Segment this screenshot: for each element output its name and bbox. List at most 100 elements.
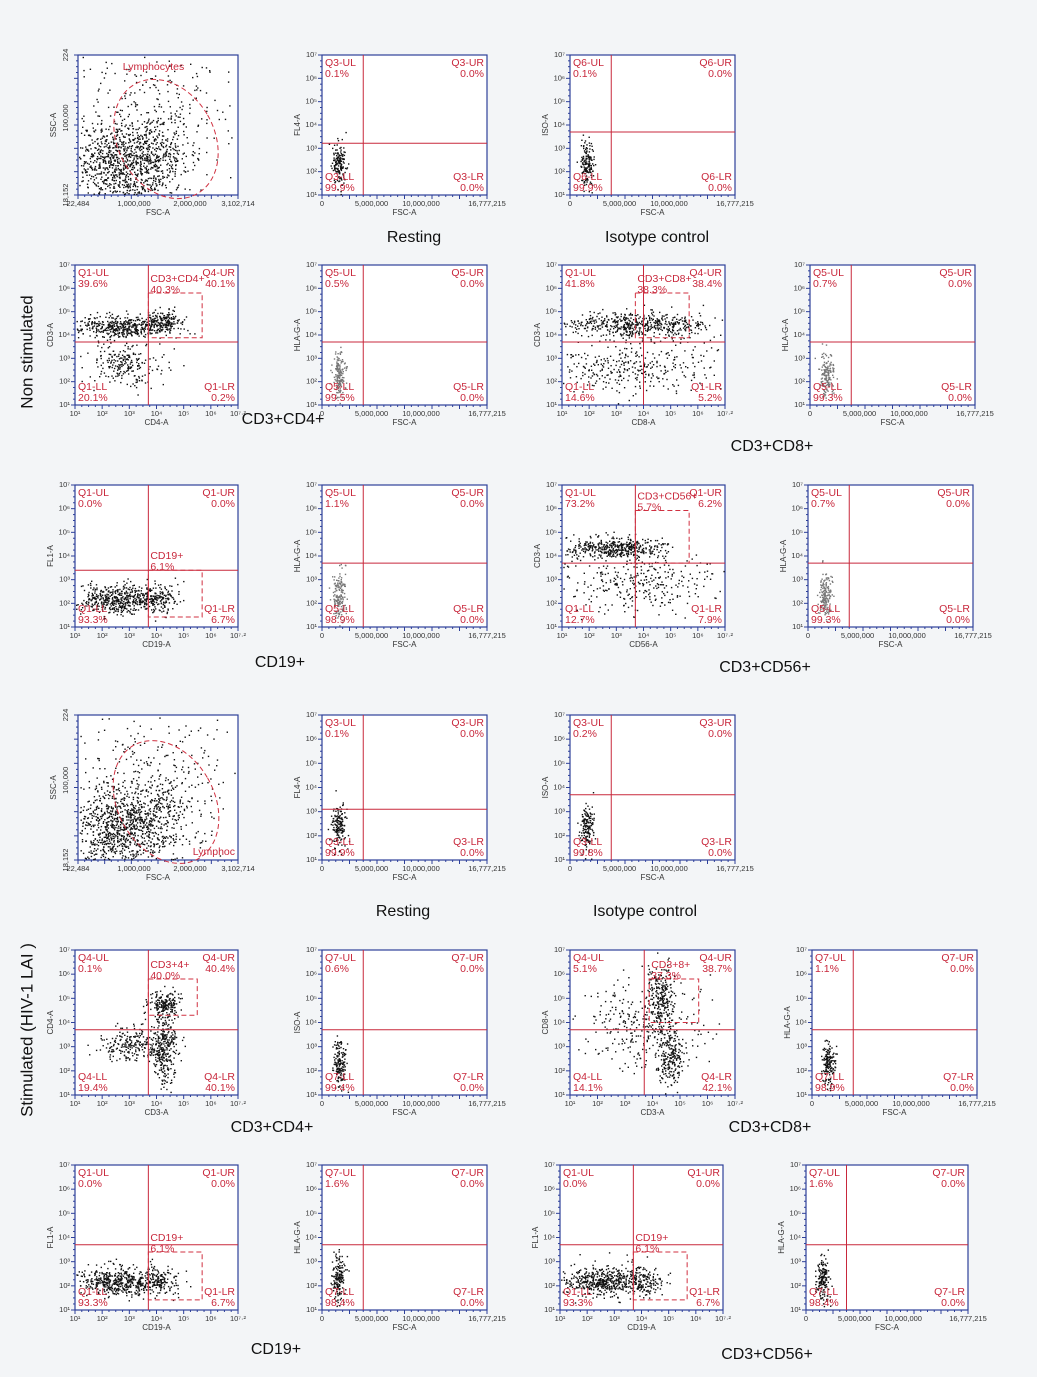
event-dot [136, 344, 138, 346]
event-dot [124, 596, 127, 599]
event-dot [341, 393, 343, 396]
event-dot [80, 320, 82, 323]
event-dot [170, 324, 172, 326]
event-dot [140, 192, 142, 194]
event-dot [116, 169, 118, 171]
event-dot [672, 384, 674, 386]
event-dot [129, 332, 131, 335]
event-dot [118, 332, 121, 335]
event-dot [147, 121, 149, 124]
event-dot [116, 614, 118, 616]
event-dot [714, 317, 716, 319]
event-dot [153, 189, 156, 191]
event-dot [676, 313, 679, 316]
event-dot [90, 599, 93, 602]
event-dot [336, 149, 338, 151]
event-dot [102, 156, 105, 158]
x-axis-label: FSC-A [393, 208, 418, 217]
event-dot [133, 167, 135, 169]
event-dot [95, 327, 97, 329]
event-dot [144, 56, 146, 59]
event-dot [665, 314, 667, 316]
event-dot [626, 369, 629, 372]
event-dot [674, 364, 677, 366]
event-dot [339, 366, 341, 368]
event-dot [639, 327, 642, 329]
event-dot [691, 356, 694, 359]
event-dot [336, 378, 338, 380]
event-dot [119, 182, 121, 184]
quadrant-percent: 41.8% [565, 278, 595, 290]
event-dot [665, 371, 667, 373]
event-dot [339, 157, 342, 159]
event-dot [334, 169, 336, 171]
y-tick-label: 10³ [306, 353, 317, 362]
event-dot [100, 129, 102, 131]
event-dot [140, 328, 142, 331]
event-dot [102, 167, 105, 169]
event-dot [170, 112, 172, 114]
event-dot [192, 154, 195, 157]
event-dot [118, 157, 120, 160]
event-dot [679, 364, 681, 366]
event-dot [113, 187, 116, 189]
event-dot [125, 165, 127, 167]
event-dot [625, 329, 627, 331]
event-dot [98, 342, 100, 344]
event-dot [573, 321, 576, 323]
event-dot [123, 321, 125, 323]
event-dot [82, 56, 84, 59]
event-dot [168, 594, 170, 596]
event-dot [128, 113, 130, 116]
event-dot [125, 602, 127, 604]
event-dot [117, 375, 119, 377]
event-dot [136, 158, 138, 160]
event-dot [107, 591, 110, 593]
event-dot [146, 153, 149, 155]
event-dot [829, 363, 831, 365]
event-dot [135, 590, 137, 592]
event-dot [136, 137, 139, 140]
event-dot [342, 607, 344, 609]
event-dot [112, 607, 114, 610]
event-dot [629, 330, 631, 333]
event-dot [113, 174, 115, 176]
event-dot [103, 350, 106, 353]
event-dot [174, 317, 176, 319]
event-dot [336, 361, 338, 363]
event-dot [155, 177, 157, 179]
event-dot [100, 364, 102, 367]
event-dot [697, 321, 699, 323]
event-dot [150, 595, 152, 598]
event-dot [166, 316, 168, 318]
event-dot [826, 384, 829, 386]
event-dot [128, 373, 130, 375]
event-dot [184, 166, 187, 168]
event-dot [673, 316, 676, 318]
event-dot [601, 316, 603, 318]
event-dot [132, 131, 134, 134]
event-dot [123, 148, 125, 150]
event-dot [160, 319, 162, 321]
event-dot [113, 321, 115, 324]
event-dot [649, 321, 652, 324]
event-dot [165, 600, 167, 602]
event-dot [598, 328, 600, 330]
event-dot [823, 393, 826, 395]
event-dot [113, 370, 115, 372]
event-dot [117, 608, 120, 610]
event-dot [821, 356, 823, 358]
event-dot [106, 156, 108, 158]
event-dot [335, 589, 337, 592]
event-dot [176, 322, 178, 324]
event-dot [657, 323, 659, 325]
event-dot [80, 330, 83, 332]
event-dot [667, 388, 669, 390]
event-dot [94, 167, 96, 169]
event-dot [106, 602, 108, 604]
quadrant-percent: 0.7% [813, 278, 837, 290]
event-dot [176, 150, 178, 152]
event-dot [606, 374, 608, 376]
event-dot [150, 168, 152, 170]
event-dot [213, 137, 215, 139]
